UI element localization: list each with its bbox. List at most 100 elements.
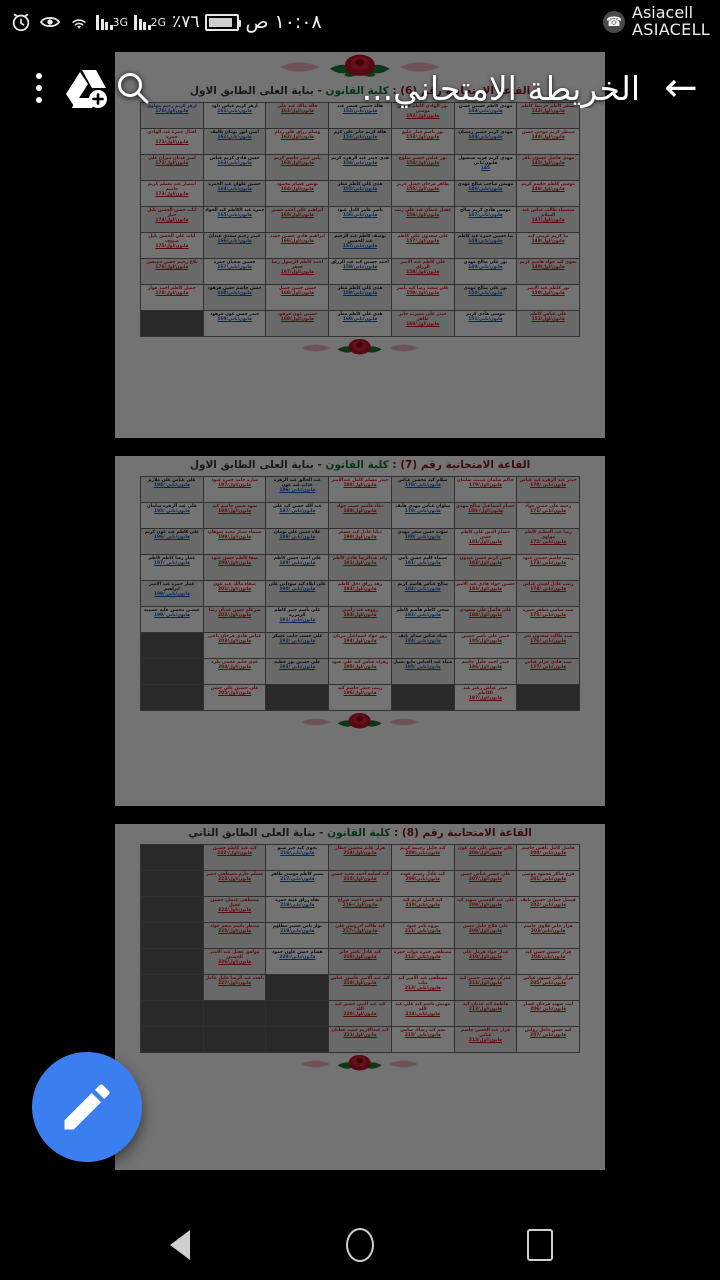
seat-entry: رحمة علي حسن جواد قانون/ثاني /171 xyxy=(518,504,578,514)
student-code: قانون/اول/161 xyxy=(280,109,314,115)
seat-cell: مصطفى عثمان حسين عجيل قانون/اول/224 xyxy=(202,896,267,923)
seat-cell: نور علي صالح مهدي قانون/ثاني/150 xyxy=(453,284,518,311)
student-code: قانون/ثاني /188 xyxy=(279,535,316,541)
seat-cell: علي عبد الحسين شهيد كيد قانون/اول/208 xyxy=(453,896,518,923)
nav-back-button[interactable] xyxy=(150,1215,210,1275)
seat-entry: كيد اسامة احمد مجيد حسن قانون/اول/215 xyxy=(330,872,390,882)
student-name: قرار عبد الحسن جاسم عباس xyxy=(461,1028,510,1039)
student-code: قانون/ثاني /195 xyxy=(153,509,190,515)
table-row: سيد طالب سعدون نحر قانون/ثاني /176 حنين عل… xyxy=(140,632,580,659)
student-code: قانون/ثاني /215 xyxy=(404,1033,441,1039)
seat-entry: نور كاظم عبد الامير قانون/اول/150 xyxy=(518,286,578,296)
student-code: قانون/اول/191 xyxy=(343,561,377,567)
student-code: قانون/اول/172 xyxy=(155,161,189,167)
search-icon[interactable] xyxy=(110,65,156,111)
table-row: مهدي فاضل حسون باقر قانون/اول/145 مهدي كري… xyxy=(140,154,580,181)
student-code: قانون/اول/-217 xyxy=(342,929,378,935)
student-code: قانون/ثاني /189 xyxy=(279,561,316,567)
seat-cell: هدي علي كاظم مطر قانون/ثاني/159 xyxy=(328,284,392,311)
seat-cell: حسين علوان عبد الحمزة قانون/ثاني/164 xyxy=(202,180,267,207)
status-bar-right: ☎ Asiacell ASIACELL xyxy=(603,4,710,39)
student-code: قانون/اول/201 xyxy=(218,587,252,593)
clock-time: ١٠:٠٨ ص xyxy=(245,11,322,33)
seat-entry: عبد الخالق عبد الزهره عذاب عبد عون قانون/… xyxy=(267,478,327,493)
more-options-icon[interactable] xyxy=(16,65,62,111)
seat-entry: صفاء مالك عبد عون قانون/اول/201 xyxy=(205,582,265,592)
section-title-2-prefix: القاعة الامتحانية رقم (7) : xyxy=(388,459,531,471)
seat-entry: قرار عبد الحسن جاسم عباس قانون/اول/213 xyxy=(456,1028,516,1043)
seat-cell: قرار حسين حسن كيد قانون/ثاني/204 xyxy=(516,948,580,975)
student-code: قانون/اول/213 xyxy=(468,1038,502,1044)
student-code: قانون/ثاني /191 xyxy=(279,618,316,624)
seat-entry: حسام الدين علي كاظم حسن قانون/اول/181 xyxy=(456,530,516,545)
student-code: قانون/اول/224 xyxy=(218,908,252,914)
student-code: قانون/اول/205 xyxy=(218,691,252,697)
seat-cell: علي كاظم عبد الامير الرزاق قانون/اول/158 xyxy=(390,258,455,285)
seat-entry: علي احمد حسن كاظم قانون/ثاني /189 xyxy=(267,556,327,566)
seat-entry: هدي حيدر عبد الزهره كريم قانون/ثاني/154 xyxy=(330,156,390,166)
signal-3g-icon: 3G xyxy=(96,14,128,30)
student-name: انتصار عبد مسلم كريم جاسم xyxy=(147,182,196,193)
seat-cell: ناهدة عبد الرضا خليل عاجل قانون/اول/227 xyxy=(202,974,267,1001)
student-code: قانون/ثاني/218 xyxy=(280,903,315,909)
student-code: قانون/اول/155 xyxy=(406,187,440,193)
seat-entry: بلين حيدر جاسم كريم قانون/اول/163 xyxy=(267,156,327,166)
seat-cell: مهدي كريم قريه شنشول قانون/ثاني 145 xyxy=(453,154,518,181)
student-code: قانون/ثاني /198 xyxy=(153,592,190,598)
student-code: قانون/ثاني/146 xyxy=(468,187,503,193)
seat-entry: ايات حسن الحسن بليل جبار قانون/اول/174 xyxy=(142,208,202,223)
student-code: 145 xyxy=(480,166,491,172)
student-code: قانون/ثاني/166 xyxy=(217,239,252,245)
seat-cell: مروة ثامر عبود قانون/ثاني /211 xyxy=(390,922,455,949)
signal-2g-label: 2G xyxy=(150,15,167,29)
student-name: ميسماء طالب عباس عبد السلام xyxy=(521,208,575,219)
seat-cell: فاضل كامل ناهض جاسم قانون/ثاني /200 xyxy=(516,844,580,871)
seat-cell: نصير كاظم موسى طاهر قانون/ثاني/217 xyxy=(265,870,330,897)
student-code: قانون/ثاني /179 xyxy=(404,509,441,515)
seat-cell: حسن جاسم حسن فرهود قانون/ثاني/168 xyxy=(202,284,267,311)
nav-recents-button[interactable] xyxy=(510,1215,570,1275)
edit-fab-button[interactable] xyxy=(32,1052,142,1162)
student-code: قانون/اول/144 xyxy=(531,135,565,141)
seat-cell: عدي حاتم عجمي طرد قانون/اول/204 xyxy=(202,658,267,685)
seat-entry: حسن جاسم حسن فرهود قانون/ثاني/168 xyxy=(205,286,265,296)
seat-entry: كيد حسن احمد صراح قانون/اول/-216 xyxy=(330,898,390,908)
student-code: قانون/ثاني/208 xyxy=(405,851,440,857)
student-code: قانون/ثاني /187 xyxy=(279,509,316,515)
seat-cell: شيماء كليم حسن ثامي قانون/ثاني /181 xyxy=(390,554,455,581)
table-row: زينب عادل لعيبي عباس قانون/ثاني /174 حسين … xyxy=(140,580,580,607)
seat-entry: علاء حسن علي نومان قانون/ثاني /188 xyxy=(267,530,327,540)
student-code: قانون/ثاني /184 xyxy=(404,639,441,645)
seat-cell: موسى هادي كريم صالح قانون/ثاني/147 xyxy=(453,206,518,233)
seat-cell: هدي علي كاظم مطر قانون/ثاني/155 xyxy=(328,180,392,207)
seat-cell xyxy=(140,974,204,1001)
section-title-2-college: كلية القانون xyxy=(325,459,389,471)
document-viewer[interactable]: القاعة الامتحانية رقم (6) : كلية القانون… xyxy=(0,44,720,1210)
seat-entry: فاطمة كيد عدنان كيد قانون/اول/212 xyxy=(456,1002,516,1012)
nav-home-button[interactable] xyxy=(330,1215,390,1275)
seat-entry: سلوان عباس مهدي هاتف قانون/ثاني /179 xyxy=(393,504,453,514)
seat-cell: كيد كميل كريم كيد قانون/ثاني/210 xyxy=(390,896,455,923)
seat-entry: ظاهر مرجان جميل عزيز قانون/اول/155 xyxy=(393,182,453,192)
seat-cell: كيد عبد كاظم حسين قانون/اول/-222 xyxy=(202,844,267,871)
seat-cell: علي حسين علي عبد عون قانون/اول/206 xyxy=(453,844,518,871)
student-code: قانون/اول/169 xyxy=(280,317,314,323)
seat-cell: شرغام حسن عدنان رضا قانون/اول/202 xyxy=(202,606,267,633)
seat-cell: نور عباس خضير سلوح قانون/اول/154 xyxy=(390,154,455,181)
table-row: فاضل كامل ناهض جاسم قانون/ثاني /200 علي حس… xyxy=(140,844,580,871)
add-to-drive-icon[interactable] xyxy=(62,66,110,110)
seat-cell: حنين علي ناصر حسين قانون/اول/185 xyxy=(453,632,518,659)
seat-cell: صفاء مالك عبد عون قانون/اول/201 xyxy=(202,580,267,607)
seat-entry: علي خضير عباس حسن قانون/اول/207 xyxy=(456,872,516,882)
seat-entry: سيد هادي حزام عباس قانون/ثاني /177 xyxy=(518,660,578,670)
seat-entry: عباس هادي فرحان ناجي قانون/اول/203 xyxy=(205,634,265,644)
seat-cell: حيدر علي مسرب جابر ظاهر قانون/اول/160 xyxy=(390,310,455,337)
seat-entry: شيماء كليم حسن ثامي قانون/ثاني /181 xyxy=(393,556,453,566)
seat-entry: فيصل حمادي حسين تايف قانون/ثاني /202 xyxy=(518,898,578,908)
back-button[interactable]: ← xyxy=(658,65,704,111)
seat-entry: مهيمن صاحب صالح مهدي قانون/ثاني/146 xyxy=(456,182,516,192)
seat-cell: مهيمن صاحب صالح مهدي قانون/ثاني/146 xyxy=(453,180,518,207)
section-title-3: القاعة الامتحانية رقم (8) : كلية القانون… xyxy=(115,824,605,844)
student-code: قانون/اول/187 xyxy=(468,696,502,702)
seat-cell: علي كاظم عبد عون كريم قانون/ثاني /196 xyxy=(140,528,204,555)
